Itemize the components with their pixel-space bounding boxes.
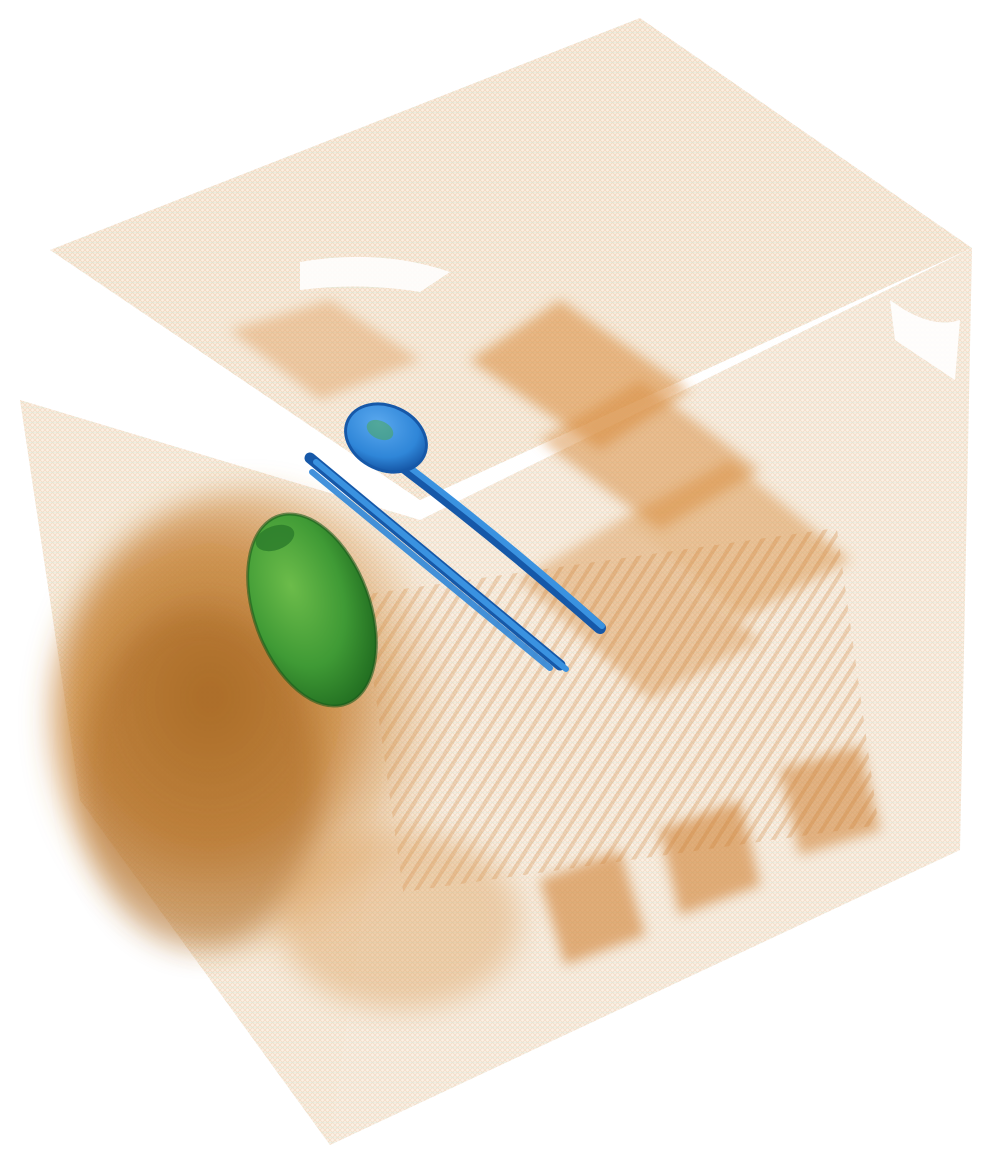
lid-gap-highlight [300, 256, 450, 292]
spoon [344, 402, 606, 634]
lid-edge-highlight [890, 300, 960, 380]
compartment [230, 300, 420, 400]
container-lid-top [50, 18, 972, 500]
compartment-front [540, 850, 645, 965]
food-mass [50, 490, 520, 1010]
chopsticks [304, 452, 569, 672]
ovoid-object [246, 512, 378, 708]
